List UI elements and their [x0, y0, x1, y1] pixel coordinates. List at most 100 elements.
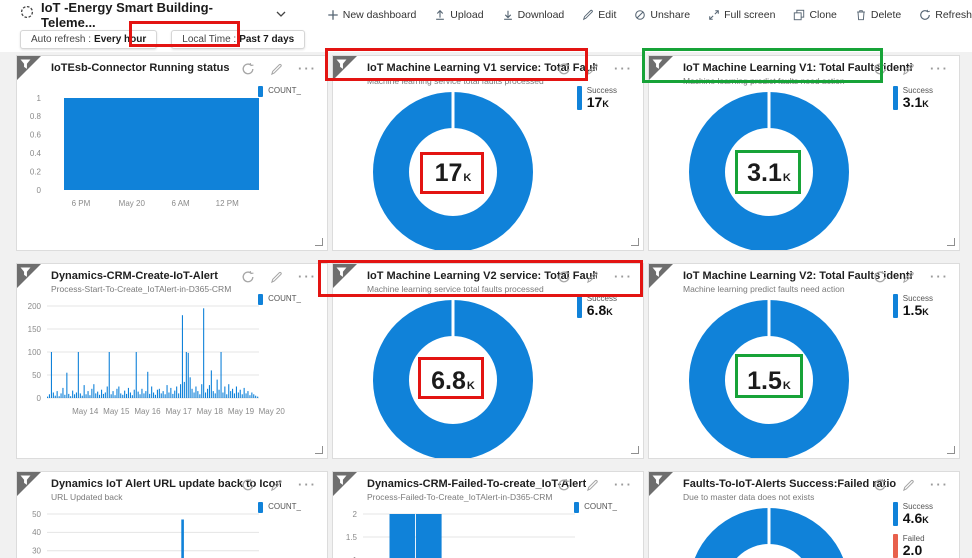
tile-menu-icon[interactable]: ··· — [298, 269, 317, 284]
tile-subtitle: Machine learning service total faults pr… — [367, 284, 544, 294]
legend-value: 17K — [586, 94, 609, 110]
tile-refresh-icon[interactable] — [241, 62, 255, 76]
tile-resize-handle[interactable] — [947, 446, 955, 454]
legend-value: 1.5K — [902, 302, 929, 318]
tile-filter-corner[interactable] — [649, 56, 673, 80]
tile-title: IoT Machine Learning V2: Total Faults id… — [683, 270, 913, 282]
unshare-icon — [634, 9, 646, 21]
tile-filter-corner[interactable] — [333, 264, 357, 288]
tile-edit-icon[interactable] — [586, 479, 599, 492]
tile-refresh-icon[interactable] — [873, 478, 887, 492]
tile-resize-handle[interactable] — [947, 238, 955, 246]
tile-edit-icon[interactable] — [902, 63, 915, 76]
toolbar-upload[interactable]: Upload — [434, 9, 484, 21]
download-icon — [502, 9, 514, 21]
tile-resize-handle[interactable] — [631, 446, 639, 454]
tile-menu-icon[interactable]: ··· — [614, 269, 633, 284]
tile-legend: Success 3.1K — [892, 86, 933, 112]
tile-legend: Success 17K — [576, 86, 617, 112]
legend-text: COUNT_ — [268, 294, 301, 303]
tile-refresh-icon[interactable] — [873, 270, 887, 284]
tile-subtitle: Machine learning service total faults pr… — [367, 76, 544, 86]
legend-label: COUNT_ — [268, 294, 301, 303]
tile-filter-corner[interactable] — [17, 264, 41, 288]
tile-filter-corner[interactable] — [333, 56, 357, 80]
tile-icon-row: ··· — [241, 270, 317, 284]
tile-menu-icon[interactable]: ··· — [298, 477, 317, 492]
tile-filter-corner[interactable] — [17, 472, 41, 496]
tile-filter-corner[interactable] — [649, 472, 673, 496]
svg-text:0: 0 — [37, 394, 42, 403]
toolbar-edit[interactable]: Edit — [582, 9, 616, 21]
toolbar-clone[interactable]: Clone — [793, 9, 837, 21]
auto-refresh-label: Auto refresh : — [31, 34, 92, 45]
tile-resize-handle[interactable] — [315, 446, 323, 454]
tile-refresh-icon[interactable] — [557, 478, 571, 492]
tile-ml-v1-d365[interactable]: IoT Machine Learning V1: Total Faults id… — [648, 55, 960, 251]
local-time-filter[interactable]: Local Time : Past 7 days — [171, 30, 306, 49]
toolbar-unshare-label: Unshare — [650, 8, 691, 21]
dashboard-icon — [20, 5, 34, 24]
toolbar-unshare[interactable]: Unshare — [634, 9, 690, 21]
svg-text:May 14: May 14 — [72, 407, 99, 416]
svg-text:40: 40 — [32, 528, 41, 537]
toolbar-refresh-label: Refresh — [935, 8, 972, 21]
bar-chart: 0 50 100 150 200 May 14 May 15 May 16 May 17 May … — [17, 298, 327, 458]
toolbar-new-dashboard[interactable]: New dashboard — [327, 9, 416, 21]
tile-edit-icon[interactable] — [902, 479, 915, 492]
tile-edit-icon[interactable] — [586, 63, 599, 76]
tile-ml-v1-service[interactable]: IoT Machine Learning V1 service: Total F… — [332, 55, 644, 251]
tile-menu-icon[interactable]: ··· — [614, 477, 633, 492]
tile-icon-row: ··· — [873, 62, 949, 76]
toolbar-full-screen[interactable]: Full screen — [708, 9, 775, 21]
tile-edit-icon[interactable] — [902, 271, 915, 284]
legend-text: Success 17K — [587, 86, 617, 112]
tile-edit-icon[interactable] — [270, 479, 283, 492]
tile-refresh-icon[interactable] — [241, 478, 255, 492]
tile-resize-handle[interactable] — [631, 238, 639, 246]
tile-crm-failed-create[interactable]: Dynamics-CRM-Failed-To-create_IoT-Alert P… — [332, 471, 644, 558]
tile-filter-corner[interactable] — [333, 472, 357, 496]
plus-icon — [327, 9, 339, 21]
tile-menu-icon[interactable]: ··· — [614, 61, 633, 76]
legend-color-bar — [892, 294, 898, 318]
tile-menu-icon[interactable]: ··· — [930, 477, 949, 492]
legend-entry: COUNT_ — [258, 294, 301, 305]
tile-iconics-url-update[interactable]: Dynamics IoT Alert URL update back to Ic… — [16, 471, 328, 558]
legend-color-bar — [258, 502, 264, 513]
toolbar-delete[interactable]: Delete — [855, 9, 901, 21]
tile-success-failed-ratio[interactable]: Faults-To-IoT-Alerts Success:Failed rati… — [648, 471, 960, 558]
bar-chart: 01020304050 — [17, 506, 327, 558]
tile-edit-icon[interactable] — [270, 63, 283, 76]
tile-title: IoTEsb-Connector Running status — [51, 62, 230, 74]
tile-menu-icon[interactable]: ··· — [930, 269, 949, 284]
legend-text: Success 6.8K — [587, 294, 617, 320]
tile-edit-icon[interactable] — [270, 271, 283, 284]
auto-refresh-filter[interactable]: Auto refresh : Every hour — [20, 30, 158, 49]
tile-ml-v2-service[interactable]: IoT Machine Learning V2 service: Total F… — [332, 263, 644, 459]
svg-text:May 16: May 16 — [134, 407, 161, 416]
tile-resize-handle[interactable] — [315, 238, 323, 246]
auto-refresh-value: Every hour — [94, 34, 147, 45]
tile-refresh-icon[interactable] — [557, 62, 571, 76]
donut-chart: 3.1K — [649, 56, 959, 250]
toolbar-download[interactable]: Download — [502, 8, 565, 21]
tile-refresh-icon[interactable] — [557, 270, 571, 284]
tile-menu-icon[interactable]: ··· — [930, 61, 949, 76]
tile-refresh-icon[interactable] — [241, 270, 255, 284]
tile-filter-corner[interactable] — [17, 56, 41, 80]
tile-ml-v2-d365[interactable]: IoT Machine Learning V2: Total Faults id… — [648, 263, 960, 459]
svg-text:May 20: May 20 — [259, 407, 286, 416]
svg-text:6.8K: 6.8K — [431, 367, 475, 395]
tile-edit-icon[interactable] — [586, 271, 599, 284]
tile-filter-corner[interactable] — [649, 264, 673, 288]
tile-menu-icon[interactable]: ··· — [298, 61, 317, 76]
tile-iotesb-connector[interactable]: IoTEsb-Connector Running status ··· COUNT_… — [16, 55, 328, 251]
legend-text: Failed 2.0 — [903, 534, 925, 558]
chevron-down-icon[interactable] — [276, 11, 286, 18]
legend-text: COUNT_ — [268, 86, 301, 95]
toolbar-download-label: Download — [517, 8, 565, 21]
toolbar-refresh[interactable]: Refresh — [919, 9, 972, 21]
tile-crm-create-alert[interactable]: Dynamics-CRM-Create-IoT-Alert Process-Sta… — [16, 263, 328, 459]
legend-color-bar — [576, 86, 582, 110]
